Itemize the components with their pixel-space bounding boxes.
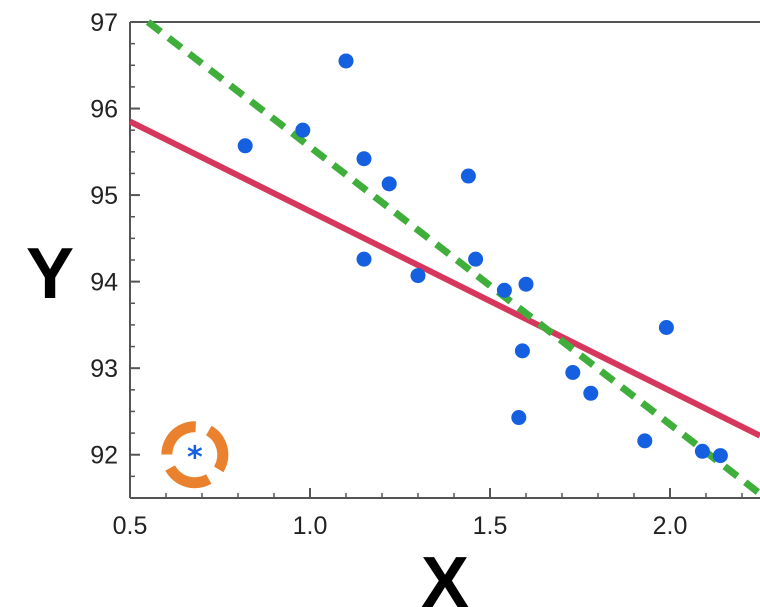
data-point [511,410,527,426]
data-point [583,385,599,401]
regression-lines [128,19,760,497]
x-tick-label: 1.5 [473,512,508,540]
data-point [496,282,512,298]
x-tick-label: 1.0 [293,512,328,540]
data-point [694,443,710,459]
y-tick-label: 97 [90,9,118,37]
target-ring-icon [161,421,229,489]
y-tick-label: 93 [90,355,118,383]
data-point [514,343,530,359]
data-point [518,276,534,292]
data-point [565,365,581,381]
x-tick-label: 0.5 [113,512,148,540]
y-axis-title: Y [26,234,74,314]
data-point [637,433,653,449]
data-point [658,320,674,336]
data-point [338,53,354,69]
data-point [460,168,476,184]
dashed-fit-line [145,19,760,497]
target-marker: * [161,421,229,489]
data-point [712,448,728,464]
data-point [468,251,484,267]
solid-fit-line [128,118,760,439]
data-point [356,151,372,167]
data-points [237,53,728,464]
axes: 0.5 1.0 1.5 2.0 92 93 94 95 96 97 [90,9,760,540]
asterisk-icon: * [187,441,203,476]
x-axis-title: X [421,543,469,607]
data-point [237,138,253,154]
y-tick-label: 94 [90,269,118,297]
y-tick-label: 96 [90,96,118,124]
data-point [356,251,372,267]
data-point [410,268,426,284]
data-point [295,122,311,138]
x-tick-label: 2.0 [653,512,688,540]
y-tick-label: 95 [90,182,118,210]
data-point [381,176,397,192]
y-tick-label: 92 [90,442,118,470]
